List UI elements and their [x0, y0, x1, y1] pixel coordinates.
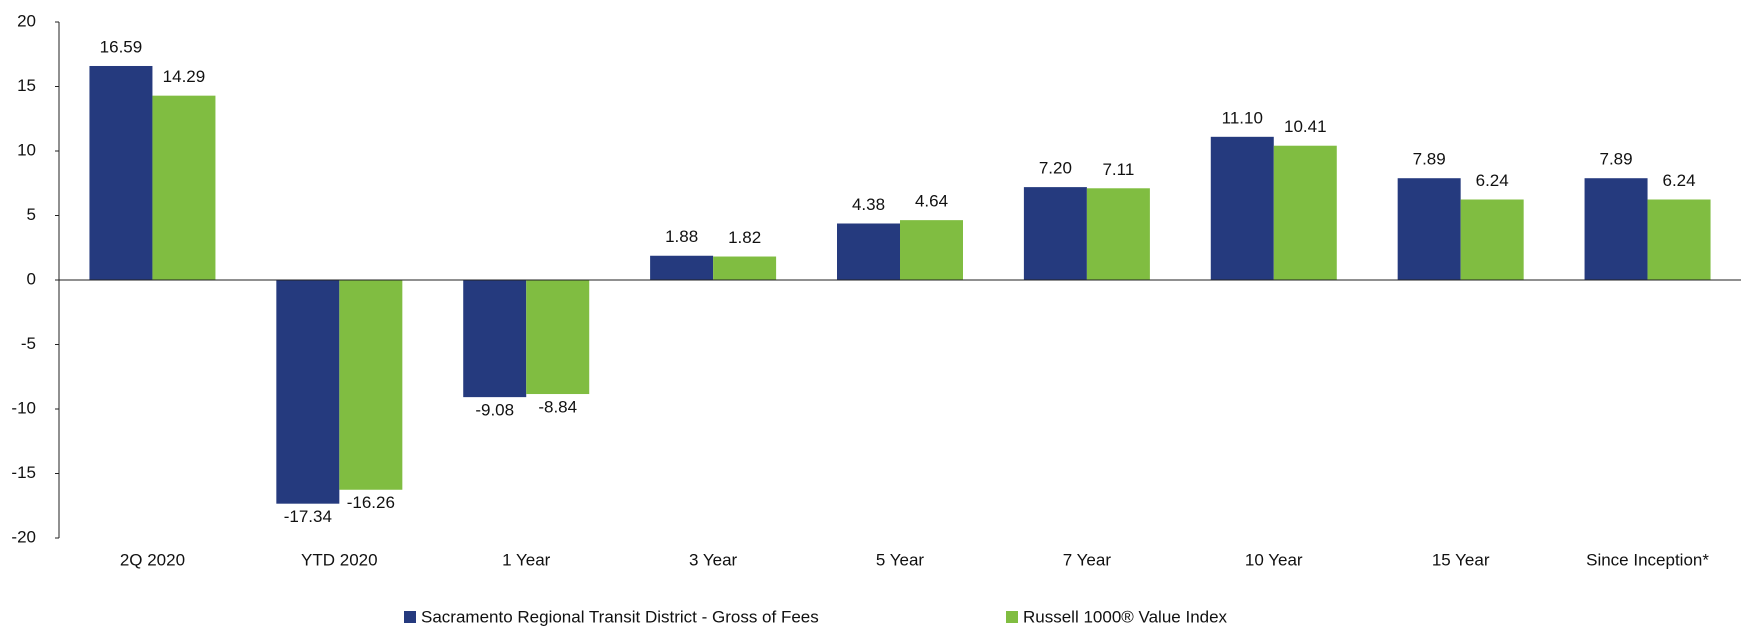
- value-label: 6.24: [1476, 171, 1509, 190]
- y-tick-label: 20: [17, 11, 36, 30]
- value-label: 11.10: [1222, 108, 1263, 127]
- bar: [463, 280, 527, 398]
- value-label: 10.41: [1284, 117, 1327, 136]
- x-tick-label: 10 Year: [1245, 550, 1303, 569]
- value-label: 7.20: [1039, 159, 1072, 178]
- bar: [526, 280, 590, 395]
- bar: [1647, 199, 1711, 280]
- value-label: 7.11: [1102, 160, 1134, 179]
- bar: [339, 280, 403, 490]
- bar: [89, 65, 153, 280]
- bar: [152, 95, 216, 280]
- x-tick-label: 15 Year: [1432, 550, 1490, 569]
- bar: [1584, 178, 1648, 280]
- bar: [1086, 188, 1150, 280]
- value-label: 6.24: [1663, 171, 1696, 190]
- bar: [1397, 178, 1461, 280]
- value-label: 1.88: [665, 227, 698, 246]
- bar: [1273, 145, 1337, 280]
- legend-swatch: [404, 611, 416, 623]
- y-tick-label: 0: [27, 269, 36, 288]
- legend-label: Russell 1000® Value Index: [1023, 607, 1228, 626]
- bar: [650, 255, 714, 280]
- y-tick-label: 5: [27, 205, 36, 224]
- value-label: -9.08: [475, 401, 514, 420]
- y-tick-label: -10: [11, 398, 36, 417]
- y-tick-label: 15: [17, 76, 36, 95]
- legend-label: Sacramento Regional Transit District - G…: [421, 607, 819, 626]
- x-tick-label: 2Q 2020: [120, 550, 185, 569]
- x-tick-label: 7 Year: [1063, 550, 1112, 569]
- value-label: -16.26: [347, 493, 395, 512]
- y-tick-label: 10: [17, 140, 36, 159]
- value-label: -8.84: [538, 398, 577, 417]
- bar: [837, 223, 900, 280]
- value-label: 7.89: [1600, 150, 1633, 169]
- x-tick-label: 1 Year: [502, 550, 551, 569]
- bar: [900, 220, 963, 280]
- y-tick-label: -5: [21, 334, 36, 353]
- x-tick-label: YTD 2020: [301, 550, 378, 569]
- bar: [1023, 187, 1087, 280]
- y-tick-label: -15: [11, 463, 36, 482]
- x-tick-label: 5 Year: [876, 550, 925, 569]
- value-label: 4.64: [915, 192, 948, 211]
- y-tick-label: -20: [11, 527, 36, 546]
- value-label: 1.82: [728, 228, 761, 247]
- x-tick-label: 3 Year: [689, 550, 738, 569]
- value-label: 16.59: [100, 37, 143, 56]
- value-label: 4.38: [852, 195, 885, 214]
- value-label: 7.89: [1413, 150, 1446, 169]
- bar: [276, 280, 340, 504]
- x-tick-label: Since Inception*: [1586, 550, 1709, 569]
- bar: [1210, 136, 1274, 280]
- bar: [1460, 199, 1524, 280]
- bar: [713, 256, 777, 280]
- value-label: 14.29: [163, 67, 206, 86]
- value-label: -17.34: [284, 507, 332, 526]
- legend-swatch: [1006, 611, 1018, 623]
